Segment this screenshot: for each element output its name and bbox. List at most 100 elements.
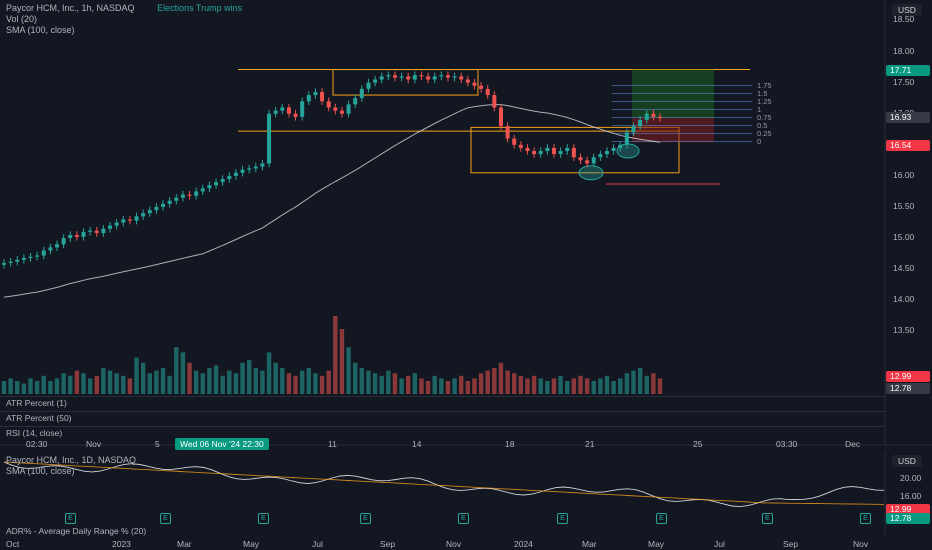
volume-bar [492, 368, 497, 394]
time-tick-label: 18 [505, 439, 515, 449]
candle-body [8, 261, 13, 263]
volume-bar [15, 381, 20, 394]
earnings-marker[interactable]: E [160, 513, 171, 524]
candle-body [214, 182, 219, 186]
sma-label[interactable]: SMA (100, close) [6, 25, 75, 35]
volume-bar [591, 381, 596, 394]
volume-bar [273, 362, 278, 394]
volume-bar [8, 378, 13, 394]
candle-body [452, 76, 457, 78]
volume-bar [392, 373, 398, 394]
earnings-marker[interactable]: E [360, 513, 371, 524]
candle-body [532, 151, 537, 155]
volume-bar [107, 370, 113, 394]
volume-bar [545, 381, 550, 394]
currency-label[interactable]: USD [892, 4, 922, 16]
indicator-rsi[interactable]: RSI (14, close) [6, 428, 63, 438]
fib-level-label: 0 [757, 136, 762, 146]
volume-bar [140, 362, 146, 394]
volume-bar [81, 373, 86, 394]
volume-bar [213, 365, 219, 394]
volume-bar [28, 378, 33, 394]
indicator-atr-50[interactable]: ATR Percent (50) [6, 413, 72, 423]
volume-tag-b: 12.78 [886, 383, 930, 394]
earnings-marker[interactable]: E [656, 513, 667, 524]
volume-bar [346, 347, 351, 394]
volume-bar [551, 378, 557, 394]
bottom-sma-label[interactable]: SMA (100, close) [6, 466, 75, 476]
candle-body [459, 76, 464, 80]
bottom-time-label: Jul [714, 539, 725, 549]
price-tick-label: 18.50 [893, 14, 915, 25]
bottom-time-label: Nov [853, 539, 869, 549]
fib-level-label: 0.25 [757, 128, 772, 138]
volume-bar [134, 357, 139, 394]
vol-label[interactable]: Vol (20) [6, 14, 38, 24]
bottom-currency-label[interactable]: USD [892, 455, 922, 467]
candle-body [498, 107, 503, 127]
indicator-atr-1[interactable]: ATR Percent (1) [6, 398, 67, 408]
top-legend: Paycor HCM, Inc., 1h, NASDAQ Elections T… [6, 3, 242, 36]
bottom-time-label: Sep [380, 539, 396, 549]
candle-body [194, 191, 199, 196]
earnings-marker[interactable]: E [458, 513, 469, 524]
volume-bar [306, 368, 312, 394]
volume-bar [313, 373, 318, 394]
time-tick-label: 5 [155, 439, 160, 449]
bottom-time-label: 2024 [514, 539, 533, 549]
volume-bar [227, 370, 232, 394]
candle-body [551, 147, 556, 155]
volume-bar [372, 373, 378, 394]
candle-body [465, 79, 470, 83]
volume-bar [94, 375, 99, 394]
candle-body [644, 113, 649, 120]
earnings-marker[interactable]: E [762, 513, 773, 524]
candle-body [346, 104, 351, 114]
volume-bar [61, 373, 66, 394]
candle-body [48, 247, 53, 251]
price-tick-label: 14.50 [893, 263, 915, 274]
symbol-title[interactable]: Paycor HCM, Inc., 1h, NASDAQ [6, 3, 135, 13]
bottom-time-label: Oct [6, 539, 20, 549]
candle-body [267, 113, 272, 164]
volume-bar [246, 360, 252, 394]
earnings-marker[interactable]: E [860, 513, 871, 524]
candle-body [624, 132, 629, 145]
volume-bar [87, 378, 93, 394]
candle-body [399, 76, 404, 78]
time-tick-label: 02:30 [26, 439, 48, 449]
volume-tag-a: 12.99 [886, 371, 930, 382]
earnings-marker[interactable]: E [258, 513, 269, 524]
volume-bar [379, 375, 384, 394]
volume-bar [432, 375, 437, 394]
volume-bar [233, 373, 239, 394]
candle-body [386, 75, 391, 77]
volume-bar [452, 378, 457, 394]
earnings-marker[interactable]: E [557, 513, 568, 524]
candle-body [127, 219, 132, 221]
volume-bar [34, 381, 40, 394]
bottom-symbol-title[interactable]: Paycor HCM, Inc., 1D, NASDAQ [6, 455, 137, 465]
volume-bar [68, 375, 73, 394]
volume-bar [478, 373, 484, 394]
candle-body [121, 219, 126, 223]
bottom-sma-line [3, 461, 885, 505]
volume-bar [41, 375, 46, 394]
earnings-marker[interactable]: E [65, 513, 76, 524]
adr-label[interactable]: ADR% - Average Daily Range % (20) [6, 526, 147, 536]
candle-body [220, 179, 225, 183]
volume-bar [518, 375, 524, 394]
candle-body [94, 230, 99, 234]
candle-body [280, 107, 285, 111]
volume-bar [293, 375, 298, 394]
volume-bar [604, 375, 610, 394]
volume-bar [193, 370, 199, 394]
candle-body [326, 101, 331, 108]
candle-body [585, 160, 590, 164]
candle-body [406, 76, 411, 80]
candle-body [512, 138, 517, 145]
candle-body [35, 255, 40, 257]
volume-bar [48, 381, 53, 394]
